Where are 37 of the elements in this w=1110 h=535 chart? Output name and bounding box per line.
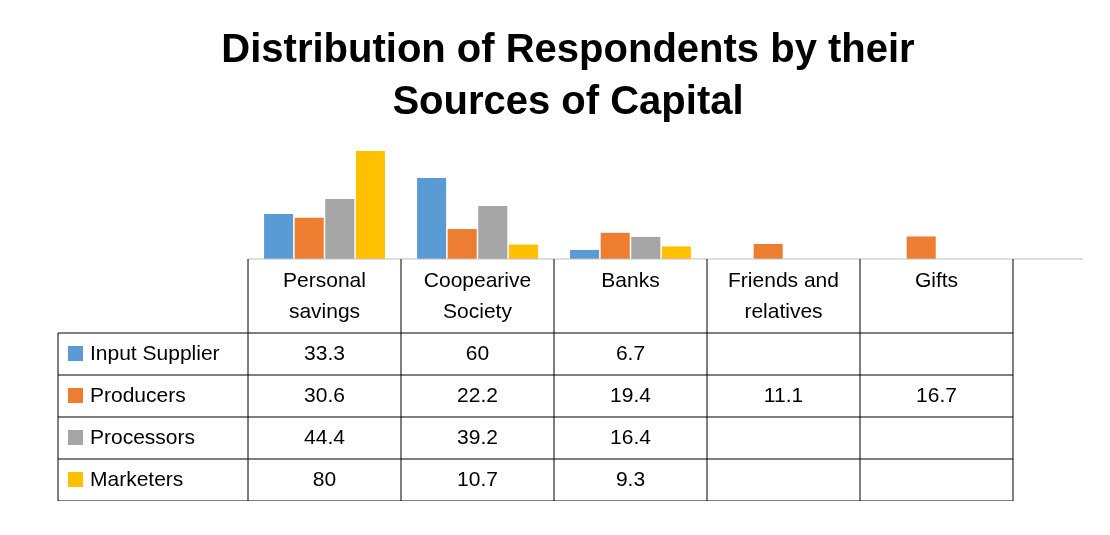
x-tick-label: Coopearive Society: [423, 267, 532, 322]
bar: [447, 229, 477, 259]
legend-label: Producers: [90, 382, 186, 406]
legend-label: Marketers: [90, 466, 184, 490]
data-label: 10.7: [457, 466, 498, 490]
bar: [325, 199, 355, 259]
bar: [600, 232, 630, 259]
data-label: 39.2: [457, 424, 498, 448]
x-tick-label: Friends and relatives: [728, 267, 839, 322]
data-label: 16.4: [610, 424, 652, 448]
data-label: 16.7: [916, 382, 957, 406]
bar: [355, 151, 385, 259]
data-label: 30.6: [304, 382, 345, 406]
x-tick-label: Personal savings: [283, 267, 366, 322]
bar: [264, 214, 294, 259]
bar: [661, 246, 691, 259]
legend-label: Input Supplier: [90, 340, 220, 364]
bar: [906, 236, 936, 259]
bar: [478, 206, 508, 259]
data-label: 44.4: [304, 424, 346, 448]
data-label: 22.2: [457, 382, 498, 406]
bar: [294, 217, 324, 259]
data-label: 80: [312, 466, 337, 490]
data-label: 6.7: [615, 340, 646, 364]
bar: [508, 244, 538, 259]
data-label: 60: [465, 340, 490, 364]
data-label: 33.3: [304, 340, 345, 364]
x-tick-label: Banks: [601, 267, 660, 291]
bar: [631, 236, 661, 259]
bar: [417, 178, 447, 259]
x-tick-label: Gifts: [914, 267, 959, 291]
bar: [753, 244, 783, 259]
data-label: 19.4: [610, 382, 652, 406]
data-label: 11.1: [763, 382, 804, 406]
chart-title: Distribution of Respondents by their Sources of Capital: [220, 25, 916, 124]
legend-label: Processors: [90, 424, 196, 448]
data-label: 9.3: [615, 466, 646, 490]
